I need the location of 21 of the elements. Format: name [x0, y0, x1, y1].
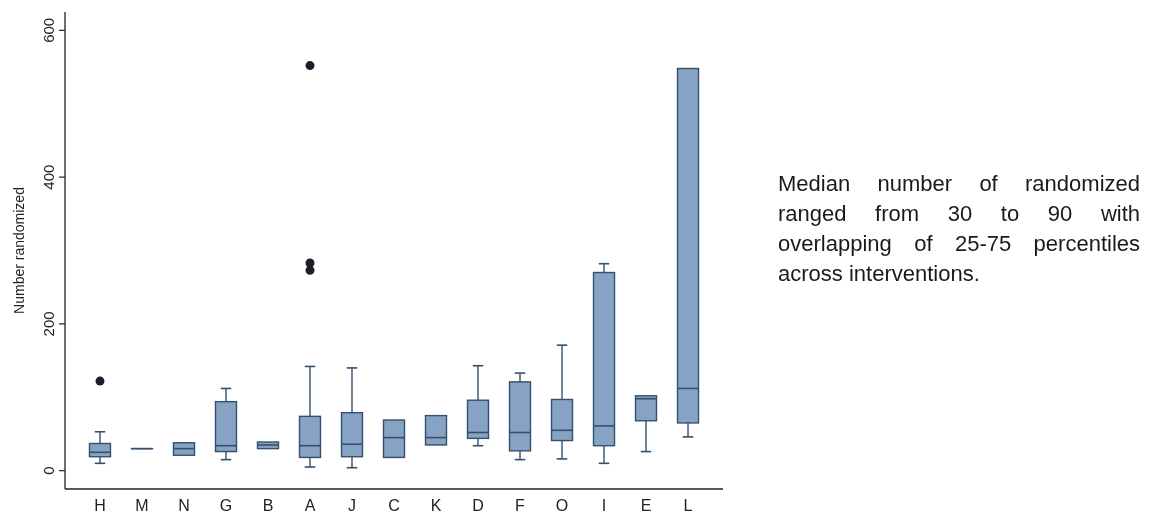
x-tick-label: N	[178, 497, 190, 514]
x-tick-label: J	[348, 497, 356, 514]
x-tick-label: D	[472, 497, 484, 514]
y-tick-label: 600	[40, 17, 57, 43]
x-tick-label: M	[135, 497, 149, 514]
y-tick-label: 400	[40, 164, 57, 190]
x-tick-label: F	[515, 497, 526, 514]
x-tick-label: E	[640, 497, 652, 514]
x-tick-label: B	[262, 497, 274, 514]
x-tick-label: K	[430, 497, 442, 514]
y-axis-title: Number randomized	[11, 187, 27, 314]
x-tick-label: H	[94, 497, 106, 514]
y-tick-label: 0	[40, 466, 57, 475]
x-tick-label: G	[219, 497, 233, 514]
x-tick-label: O	[555, 497, 569, 514]
x-tick-label: L	[683, 497, 693, 514]
x-tick-label: I	[601, 497, 607, 514]
x-tick-label: C	[388, 497, 400, 514]
text: Median number of randomized ranged from 30 to 90 with overlapping of 25-75 percentiles across interventions.	[778, 171, 1140, 286]
x-tick-label: A	[304, 497, 316, 514]
y-tick-label: 200	[40, 311, 57, 337]
